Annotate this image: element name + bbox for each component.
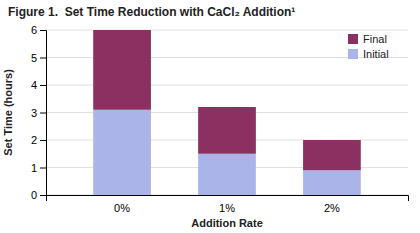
legend-swatch: [348, 49, 358, 59]
legend-item: Initial: [348, 48, 389, 60]
tick-mark: [40, 58, 46, 59]
tick-mark: [40, 30, 46, 31]
tick-label: 0%: [114, 202, 130, 214]
grid: [46, 30, 408, 195]
tick: 5: [31, 52, 46, 64]
axis-line: [47, 196, 409, 202]
tick: 3: [31, 107, 46, 119]
axis-line: [40, 31, 47, 196]
tick-label: 3: [31, 107, 37, 119]
tick: 0: [31, 189, 46, 201]
legend-swatch: [348, 34, 358, 44]
bar: [198, 154, 256, 195]
legend-item: Final: [348, 33, 387, 45]
title: Figure 1. Set Time Reduction with CaCl₂ …: [8, 5, 295, 19]
tick-mark: [40, 195, 46, 196]
legend-label: Final: [363, 33, 387, 45]
tick-label: 2: [31, 134, 37, 146]
tick-label: 0: [31, 189, 37, 201]
tick-label: 2%: [324, 202, 340, 214]
plot: 0% 1% 2% 0 1 2 3 4 5 6 Final Initial: [31, 24, 409, 214]
x-axis-title: Addition Rate: [191, 217, 263, 229]
tick-label: 6: [31, 24, 37, 36]
tick: 2: [31, 134, 46, 146]
tick-mark: [40, 140, 46, 141]
legend: Final Initial: [348, 33, 389, 60]
tick: 4: [31, 79, 46, 91]
tick: 1%: [219, 202, 235, 214]
tick: 0%: [114, 202, 130, 214]
x-axis: 0% 1% 2%: [47, 196, 409, 214]
bars: [93, 30, 361, 195]
tick: 6: [31, 24, 46, 36]
bar: [303, 170, 361, 195]
tick: 2%: [324, 202, 340, 214]
chart: Figure 1. Set Time Reduction with CaCl₂ …: [0, 0, 420, 233]
bar: [303, 140, 361, 170]
tick-mark: [40, 85, 46, 86]
tick-label: 4: [31, 79, 37, 91]
series: [93, 30, 361, 170]
tick-mark: [40, 113, 46, 114]
tick-mark: [40, 168, 46, 169]
y-axis-title: Set Time (hours): [2, 69, 14, 156]
bar: [93, 110, 151, 195]
legend-label: Initial: [363, 48, 389, 60]
tick-label: 1%: [219, 202, 235, 214]
tick: 1: [31, 162, 46, 174]
tick-label: 5: [31, 52, 37, 64]
tick-label: 1: [31, 162, 37, 174]
bar: [93, 30, 151, 110]
bar: [198, 107, 256, 154]
y-axis: 0 1 2 3 4 5 6: [31, 24, 47, 201]
